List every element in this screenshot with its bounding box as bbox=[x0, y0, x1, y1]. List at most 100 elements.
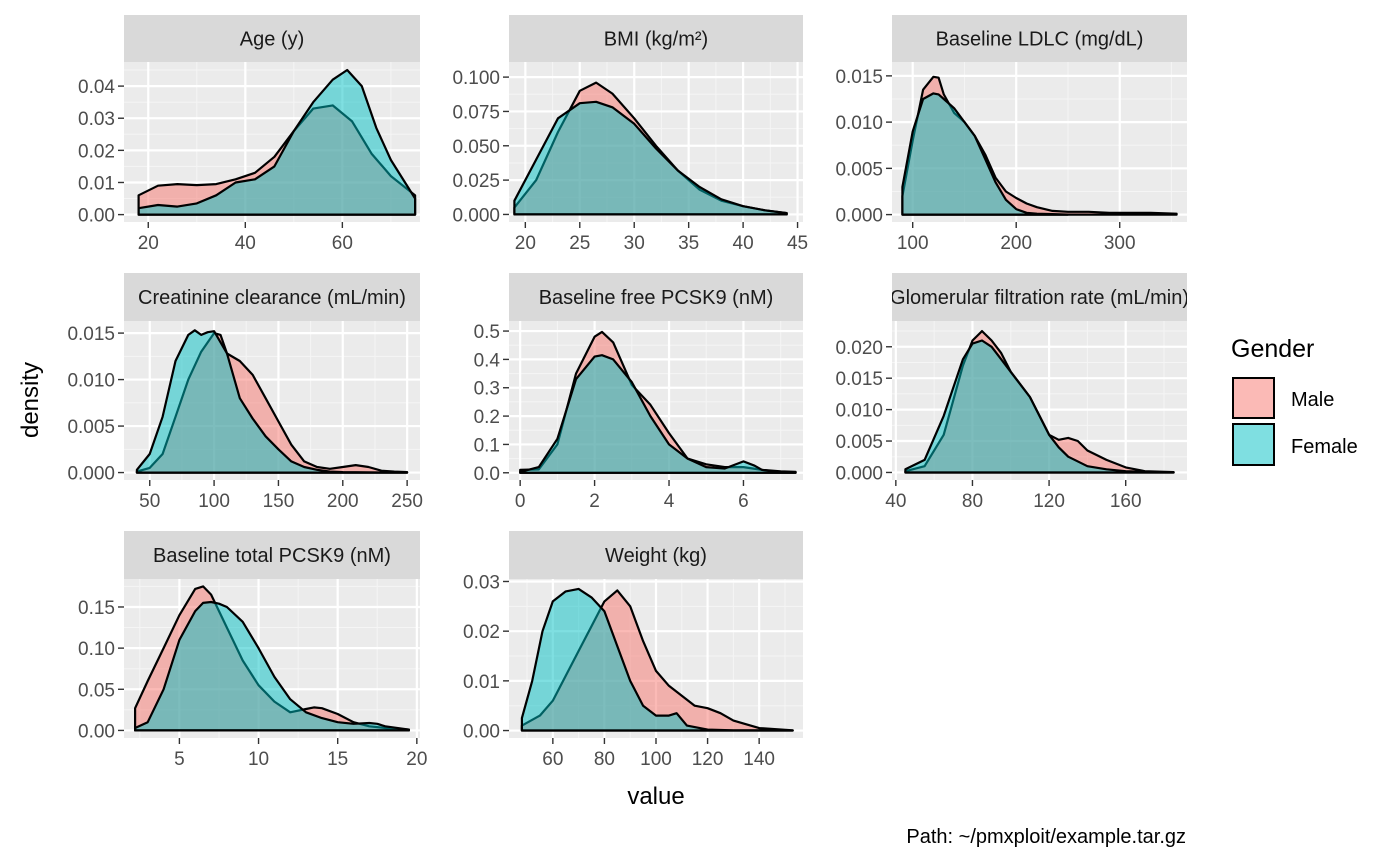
facet-title: Baseline total PCSK9 (nM) bbox=[153, 545, 391, 567]
y-tick-label: 0.010 bbox=[67, 371, 115, 392]
x-tick-label: 120 bbox=[692, 749, 724, 770]
x-tick-label: 4 bbox=[664, 491, 675, 512]
facet-title: Weight (kg) bbox=[605, 545, 707, 567]
legend-key-male: Male bbox=[1232, 377, 1334, 419]
legend-key-female: Female bbox=[1232, 423, 1358, 466]
density-areas bbox=[520, 587, 794, 732]
y-tick-label: 0.050 bbox=[452, 137, 500, 158]
y-tick-label: 0.5 bbox=[474, 322, 500, 343]
legend-label-female: Female bbox=[1291, 436, 1358, 458]
x-tick-label: 20 bbox=[406, 749, 427, 770]
density-area-female bbox=[137, 68, 417, 216]
x-tick-label: 60 bbox=[542, 749, 563, 770]
facet-strip bbox=[892, 15, 1187, 62]
x-tick-label: 140 bbox=[743, 749, 775, 770]
facet-title: Baseline free PCSK9 (nM) bbox=[539, 287, 774, 309]
legend-label-male: Male bbox=[1291, 389, 1334, 411]
x-tick-label: 45 bbox=[787, 233, 808, 254]
facet-title: Baseline LDLC (mg/dL) bbox=[936, 29, 1144, 51]
legend-title: Gender bbox=[1231, 335, 1314, 363]
x-tick-label: 250 bbox=[391, 491, 423, 512]
panel-creatinine-clearance-ml-min: Creatinine clearance (mL/min) 0.000 0.005 0… bbox=[67, 273, 423, 512]
x-tick-label: 300 bbox=[1104, 233, 1136, 254]
x-tick-label: 2 bbox=[589, 491, 600, 512]
x-tick-label: 5 bbox=[174, 749, 185, 770]
density-area-female bbox=[135, 329, 409, 474]
y-tick-label: 0.4 bbox=[474, 350, 501, 371]
facet-strip bbox=[509, 15, 803, 62]
x-tick-label: 10 bbox=[248, 749, 269, 770]
facet-strip bbox=[509, 531, 803, 579]
facet-strip bbox=[124, 15, 420, 62]
facet-title: BMI (kg/m²) bbox=[604, 29, 708, 51]
y-tick-label: 0.000 bbox=[835, 206, 883, 227]
x-tick-label: 40 bbox=[235, 233, 256, 254]
density-areas bbox=[513, 81, 788, 216]
panel-baseline-ldlc-mg-dl: Baseline LDLC (mg/dL) 0.000 0.005 0.010 0.01… bbox=[835, 15, 1187, 254]
facet-title: Age (y) bbox=[240, 29, 304, 51]
y-tick-label: 0.02 bbox=[78, 141, 115, 162]
y-tick-label: 0.010 bbox=[835, 113, 883, 134]
y-tick-label: 0.01 bbox=[78, 173, 115, 194]
facet-title: Glomerular filtration rate (mL/min) bbox=[890, 287, 1189, 309]
x-tick-label: 100 bbox=[897, 233, 929, 254]
y-tick-label: 0.000 bbox=[67, 464, 115, 485]
x-tick-label: 80 bbox=[962, 491, 983, 512]
x-tick-label: 160 bbox=[1110, 491, 1142, 512]
x-tick-label: 35 bbox=[678, 233, 699, 254]
x-tick-label: 100 bbox=[198, 491, 230, 512]
legend-swatch-female bbox=[1232, 423, 1275, 466]
caption: Path: ~/pmxploit/example.tar.gz bbox=[906, 826, 1186, 848]
density-areas bbox=[519, 330, 797, 474]
panel-age-y: Age (y) 0.00 0.01 0.02 0.03 0.04 20 40 60 bbox=[78, 15, 420, 254]
facet-strip bbox=[124, 273, 420, 321]
facet-title: Creatinine clearance (mL/min) bbox=[138, 287, 406, 309]
x-tick-label: 6 bbox=[738, 491, 749, 512]
x-tick-label: 40 bbox=[733, 233, 754, 254]
density-area-female bbox=[519, 354, 797, 474]
panel-bmi-kg-m: BMI (kg/m²) 0.000 0.025 0.050 0.075 0.100 20 25… bbox=[452, 15, 808, 254]
panel-weight-kg: Weight (kg) 0.00 0.01 0.02 0.03 60 80 100 120 140 bbox=[463, 531, 803, 770]
y-tick-label: 0.025 bbox=[452, 171, 500, 192]
x-tick-label: 50 bbox=[139, 491, 160, 512]
y-tick-label: 0.015 bbox=[835, 369, 883, 390]
facet-panels: Age (y) 0.00 0.01 0.02 0.03 0.0 4 20 40 60 BMI (kg… bbox=[67, 15, 1189, 770]
x-tick-label: 20 bbox=[138, 233, 159, 254]
x-tick-label: 200 bbox=[327, 491, 359, 512]
y-tick-label: 0.075 bbox=[452, 102, 500, 123]
x-tick-label: 40 bbox=[885, 491, 906, 512]
y-tick-label: 0.03 bbox=[78, 109, 115, 130]
y-tick-label: 0.000 bbox=[452, 205, 500, 226]
x-axis-title: value bbox=[627, 783, 684, 810]
y-tick-label: 0.100 bbox=[452, 68, 500, 89]
x-tick-label: 30 bbox=[624, 233, 645, 254]
density-area-female bbox=[904, 339, 1175, 474]
y-tick-label: 0.2 bbox=[474, 407, 500, 428]
x-tick-label: 120 bbox=[1033, 491, 1065, 512]
y-axis-title: density bbox=[17, 362, 44, 438]
y-tick-label: 0.020 bbox=[835, 338, 883, 359]
x-tick-label: 200 bbox=[1000, 233, 1032, 254]
y-tick-label: 0.10 bbox=[78, 639, 115, 660]
y-tick-label: 0.03 bbox=[463, 572, 500, 593]
y-tick-label: 0.0 bbox=[474, 464, 500, 485]
y-tick-label: 0.005 bbox=[67, 417, 115, 438]
y-tick-label: 0.00 bbox=[78, 206, 115, 227]
panel-baseline-total-pcsk9-nm: Baseline total PCSK9 (nM) 0.00 0.05 0.10 0.1… bbox=[78, 531, 427, 770]
facet-strip bbox=[892, 273, 1187, 321]
x-tick-label: 25 bbox=[569, 233, 590, 254]
x-tick-label: 20 bbox=[515, 233, 536, 254]
y-tick-label: 0.010 bbox=[835, 401, 883, 422]
density-area-female bbox=[901, 92, 1070, 216]
y-tick-label: 0.00 bbox=[78, 721, 115, 742]
y-tick-label: 0.01 bbox=[463, 672, 500, 693]
legend: Gender Male Female bbox=[1231, 335, 1358, 466]
y-tick-label: 0.3 bbox=[474, 379, 500, 400]
density-areas bbox=[137, 68, 417, 216]
density-areas bbox=[901, 75, 1178, 216]
density-area-female bbox=[513, 100, 788, 216]
panel-glomerular-filtration-rate-ml-min: Glomerular filtration rate (mL/min) 0.000… bbox=[835, 273, 1189, 512]
x-tick-label: 60 bbox=[332, 233, 353, 254]
y-tick-label: 0.005 bbox=[835, 432, 883, 453]
y-tick-label: 0.015 bbox=[835, 67, 883, 88]
